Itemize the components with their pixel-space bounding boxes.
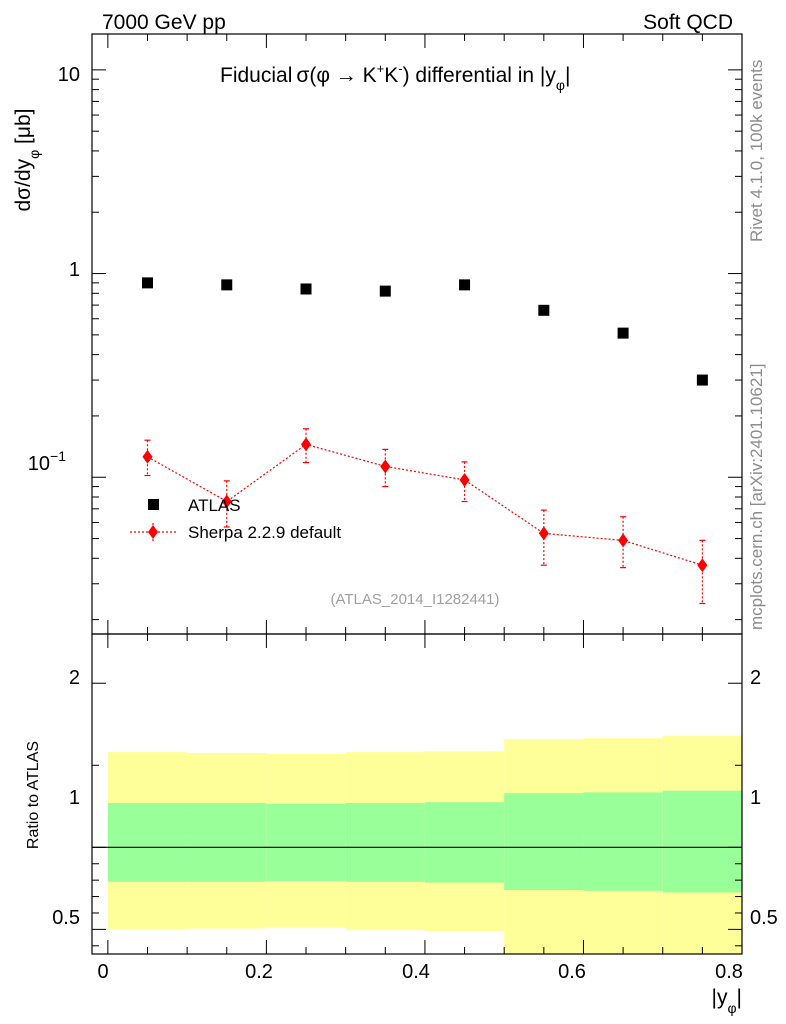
xtick-label-0.8: 0.8 — [715, 961, 743, 983]
xtick-label-0.4: 0.4 — [402, 961, 430, 983]
ratio-band-inner — [266, 803, 346, 881]
ratio-ytick-right-1: 1 — [750, 787, 761, 809]
atlas-point — [379, 285, 391, 297]
xtick-label-0.2: 0.2 — [245, 961, 273, 983]
header-right: Soft QCD — [643, 11, 733, 34]
sherpa-point — [459, 472, 470, 487]
ratio-panel-frame — [91, 633, 743, 955]
ratio-band-inner — [187, 803, 267, 882]
main-ytick-label-10: 10 — [58, 64, 80, 86]
main-panel-frame — [91, 33, 743, 635]
main-ytick-label-0.1: 10−1 — [28, 448, 66, 475]
sherpa-point — [301, 437, 312, 452]
header-left: 7000 GeV pp — [102, 11, 226, 34]
ratio-band-inner — [345, 803, 425, 882]
main-axis-ticks — [92, 34, 743, 634]
legend-atlas-marker — [148, 499, 159, 510]
sherpa-line — [147, 443, 703, 566]
mcplots-info: mcplots.cern.ch [arXiv:2401.10621] — [747, 364, 766, 630]
atlas-point — [141, 277, 153, 289]
xlabel: |yφ| — [711, 986, 742, 1016]
xtick-label-0: 0 — [97, 961, 108, 983]
legend-atlas-label: ATLAS — [188, 496, 241, 515]
main-ylabel: dσ/dyφ [μb] — [12, 108, 42, 211]
atlas-point — [459, 279, 471, 291]
ratio-band-inner — [504, 793, 584, 890]
xtick-label-0.6: 0.6 — [558, 961, 586, 983]
atlas-point — [696, 374, 708, 386]
ratio-ytick-right-2: 2 — [750, 667, 761, 689]
main-data-layer — [141, 277, 708, 605]
ratio-band-inner — [107, 803, 188, 882]
sherpa-point — [618, 533, 629, 548]
atlas-point — [300, 283, 312, 295]
legend: ATLAS Sherpa 2.2.9 default — [130, 496, 341, 542]
ratio-band-inner — [424, 802, 505, 883]
atlas-point — [221, 279, 233, 291]
ratio-ytick-2: 2 — [69, 667, 80, 689]
ratio-band-inner — [662, 790, 742, 893]
sherpa-point — [697, 558, 708, 573]
legend-sherpa-label: Sherpa 2.2.9 default — [188, 523, 341, 542]
legend-sherpa-marker — [148, 525, 158, 539]
ratio-axis-ticks — [92, 634, 743, 954]
ratio-bands — [92, 735, 742, 954]
rivet-info: Rivet 4.1.0, 100k events — [747, 60, 766, 242]
ratio-ylabel: Ratio to ATLAS — [25, 741, 42, 849]
atlas-point — [538, 304, 550, 316]
ratio-ytick-0.5: 0.5 — [52, 907, 80, 929]
ratio-ytick-1: 1 — [69, 787, 80, 809]
main-ytick-label-1: 1 — [69, 259, 80, 281]
sherpa-point — [221, 494, 232, 509]
ratio-band-inner — [583, 792, 663, 891]
analysis-id: (ATLAS_2014_I1282441) — [330, 591, 499, 608]
ratio-ytick-right-0.5: 0.5 — [750, 907, 778, 929]
atlas-point — [617, 327, 629, 339]
main-title: Fiducial σ(φ → K+K-) differential in |yφ| — [220, 61, 570, 93]
sherpa-point — [142, 449, 153, 464]
sherpa-point — [380, 459, 391, 474]
sherpa-point — [538, 526, 549, 541]
